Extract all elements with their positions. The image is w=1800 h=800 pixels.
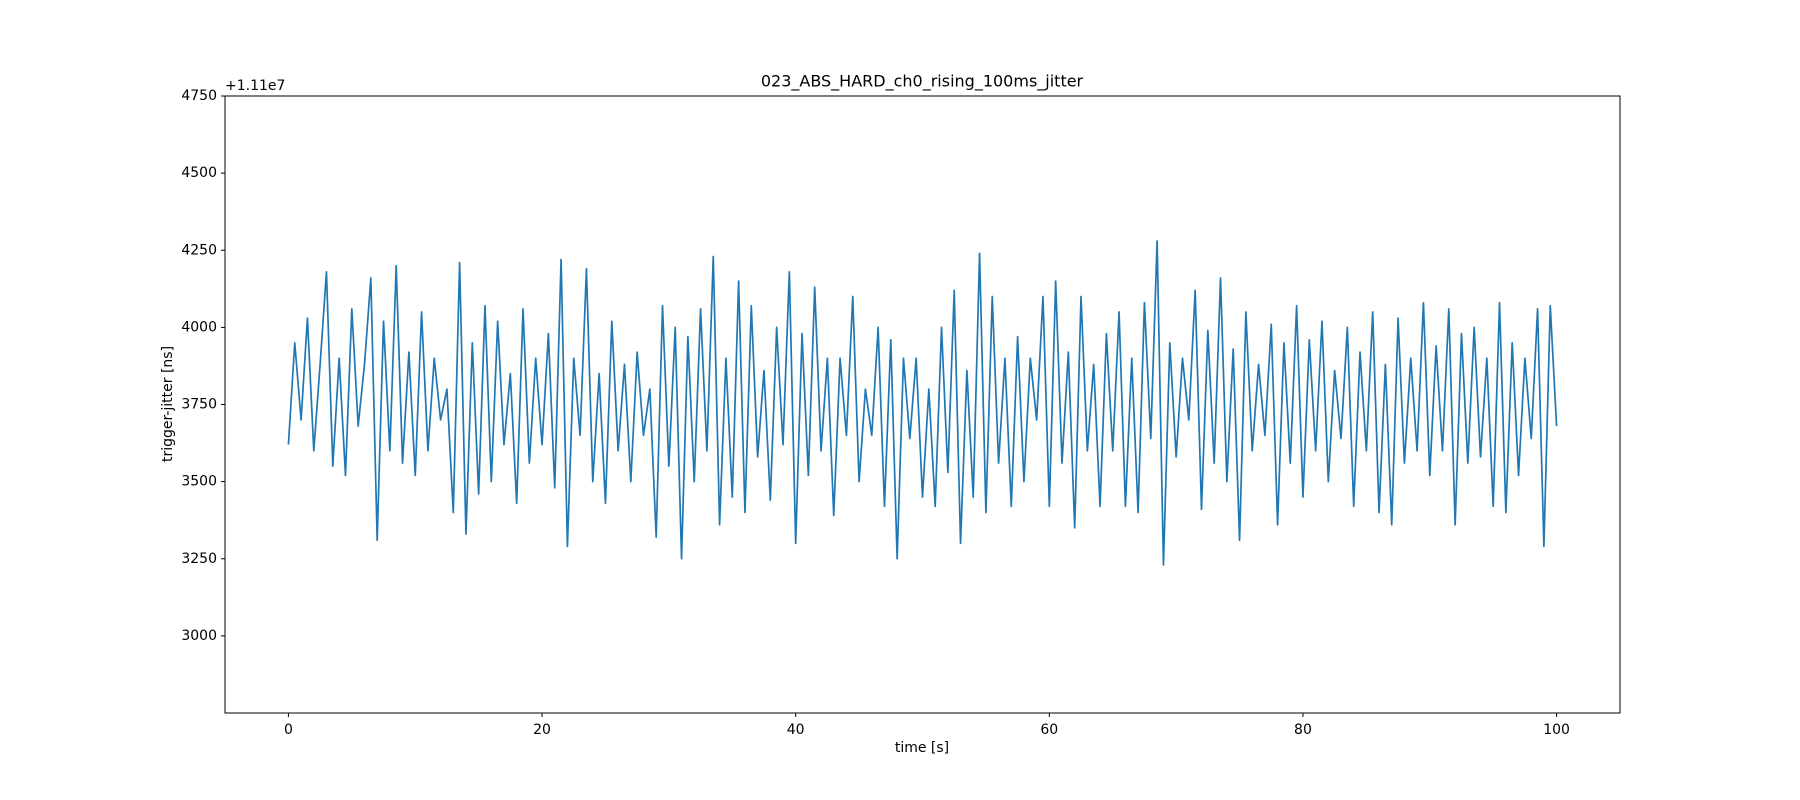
x-tick-label: 20 — [533, 722, 551, 738]
y-tick-label: 4000 — [181, 319, 217, 335]
line-series — [287, 240, 1558, 566]
x-tick-label: 80 — [1294, 722, 1312, 738]
x-tick-label: 60 — [1040, 722, 1058, 738]
y-tick-label: 4250 — [181, 242, 217, 258]
y-tick-label: 4750 — [181, 88, 217, 104]
chart-title: 023_ABS_HARD_ch0_rising_100ms_jitter — [761, 72, 1084, 92]
x-tick-label: 40 — [787, 722, 805, 738]
y-tick-label: 4500 — [181, 165, 217, 181]
y-offset-label: +1.11e7 — [225, 78, 285, 94]
plot-frame — [224, 95, 1621, 714]
x-tick-label: 0 — [284, 722, 293, 738]
y-axis-label: trigger-jitter [ns] — [160, 346, 176, 462]
y-tick-label: 3000 — [181, 628, 217, 644]
x-tick-label: 100 — [1543, 722, 1570, 738]
y-tick-label: 3250 — [181, 551, 217, 567]
x-axis-label: time [s] — [895, 740, 949, 756]
y-tick-label: 3500 — [181, 474, 217, 490]
y-tick-label: 3750 — [181, 397, 217, 413]
